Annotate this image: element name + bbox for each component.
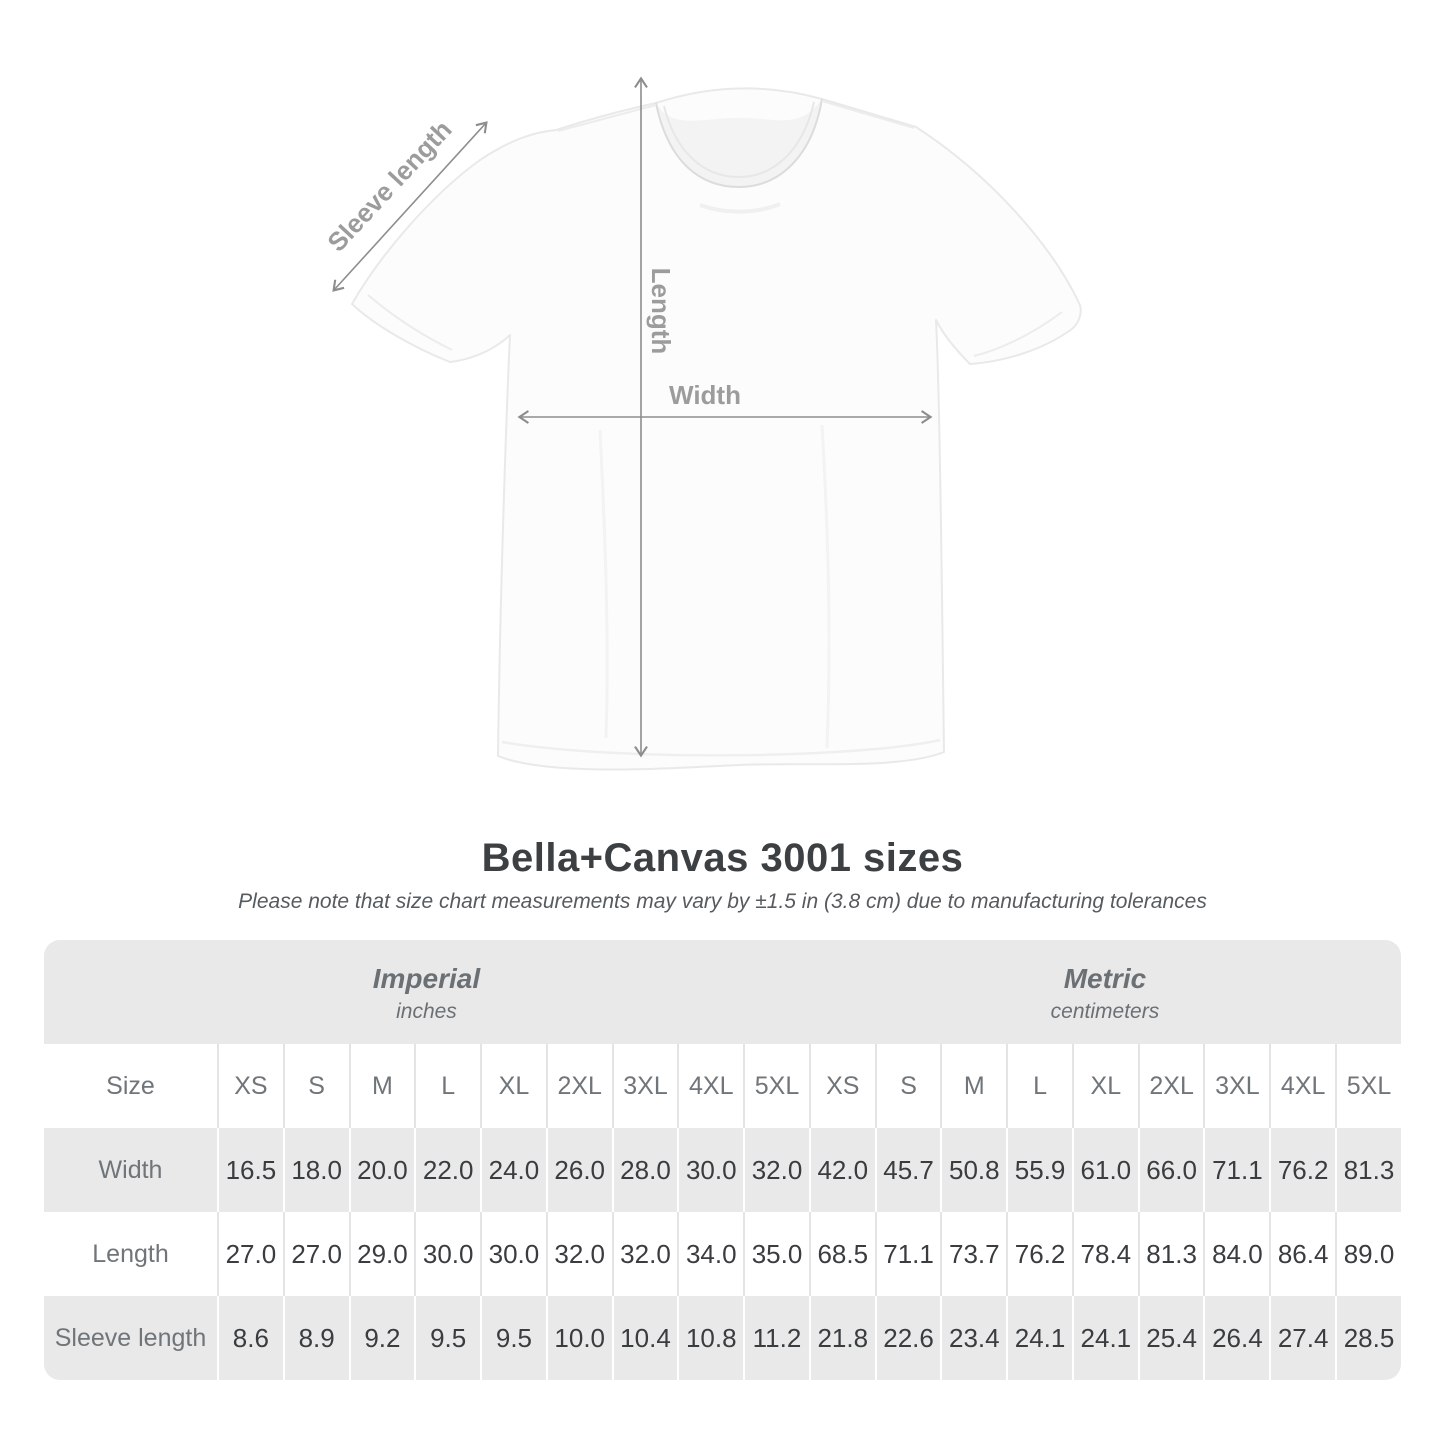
size-column-header-metric-xs: XS (808, 1044, 875, 1128)
value-cell-metric-3xl: 84.0 (1203, 1212, 1270, 1296)
size-column-header-metric-l: L (1006, 1044, 1072, 1128)
value-cell-metric-l: 55.9 (1006, 1128, 1072, 1212)
size-column-header-imperial-s: S (282, 1044, 349, 1128)
value-cell-imperial-s: 27.0 (282, 1212, 349, 1296)
value-cell-imperial-xl: 24.0 (480, 1128, 546, 1212)
size-column-header-imperial-l: L (414, 1044, 481, 1128)
value-cell-metric-3xl: 26.4 (1203, 1296, 1270, 1380)
value-cell-imperial-xl: 9.5 (480, 1296, 546, 1380)
unit-group-unit: inches (396, 999, 457, 1023)
value-cell-metric-s: 45.7 (874, 1128, 941, 1212)
size-column-header-imperial-3xl: 3XL (611, 1044, 678, 1128)
value-cell-metric-4xl: 86.4 (1269, 1212, 1336, 1296)
measurement-row-label: Width (44, 1128, 217, 1212)
value-cell-imperial-xs: 27.0 (217, 1212, 283, 1296)
value-cell-imperial-3xl: 10.4 (611, 1296, 678, 1380)
value-cell-metric-xs: 68.5 (808, 1212, 875, 1296)
value-cell-imperial-4xl: 10.8 (677, 1296, 744, 1380)
value-cell-metric-4xl: 76.2 (1269, 1128, 1336, 1212)
value-cell-imperial-l: 9.5 (414, 1296, 481, 1380)
value-cell-metric-m: 73.7 (940, 1212, 1007, 1296)
size-header-label: Size (44, 1044, 217, 1128)
unit-group-metric: Metric centimeters (808, 940, 1401, 1044)
value-cell-metric-5xl: 81.3 (1335, 1128, 1401, 1212)
size-column-header-metric-m: M (940, 1044, 1007, 1128)
value-cell-metric-2xl: 25.4 (1137, 1296, 1204, 1380)
value-cell-imperial-m: 29.0 (348, 1212, 415, 1296)
unit-group-name: Imperial (372, 962, 481, 994)
size-column-header-metric-3xl: 3XL (1203, 1044, 1270, 1128)
value-cell-metric-l: 76.2 (1006, 1212, 1072, 1296)
value-cell-imperial-s: 8.9 (282, 1296, 349, 1380)
value-cell-imperial-3xl: 32.0 (611, 1212, 678, 1296)
value-cell-imperial-3xl: 28.0 (611, 1128, 678, 1212)
size-header-row: Size XS S M L XL 2XL 3XL 4XL 5XL XS S M L XL 2XL 3XL 4XL 5… (44, 1044, 1401, 1128)
size-column-header-imperial-5xl: 5XL (743, 1044, 809, 1128)
value-cell-metric-l: 24.1 (1006, 1296, 1072, 1380)
value-cell-imperial-xs: 16.5 (217, 1128, 283, 1212)
tshirt-illustration: Sleeve length Length Width (321, 76, 1082, 771)
value-cell-imperial-xl: 30.0 (480, 1212, 546, 1296)
size-column-header-metric-xl: XL (1071, 1044, 1138, 1128)
value-cell-imperial-l: 22.0 (414, 1128, 481, 1212)
width-label: Width (669, 380, 741, 410)
value-cell-metric-3xl: 71.1 (1203, 1128, 1270, 1212)
value-cell-imperial-5xl: 35.0 (743, 1212, 809, 1296)
size-column-header-metric-s: S (874, 1044, 941, 1128)
value-cell-metric-xs: 42.0 (808, 1128, 875, 1212)
size-column-header-imperial-m: M (348, 1044, 415, 1128)
size-table: Imperial inches Metric centimeters Size XS S M L… (44, 940, 1401, 1380)
unit-group-name: Metric (1063, 962, 1147, 994)
value-cell-imperial-4xl: 34.0 (677, 1212, 744, 1296)
size-column-header-imperial-4xl: 4XL (677, 1044, 744, 1128)
size-column-header-imperial-xs: XS (217, 1044, 283, 1128)
value-cell-metric-4xl: 27.4 (1269, 1296, 1336, 1380)
value-cell-imperial-m: 20.0 (348, 1128, 415, 1212)
unit-group-imperial: Imperial inches (44, 940, 809, 1044)
value-cell-imperial-2xl: 32.0 (545, 1212, 612, 1296)
size-column-header-imperial-xl: XL (480, 1044, 546, 1128)
collar-opening (656, 99, 822, 187)
sleeve-length-arrow (332, 121, 488, 292)
value-cell-imperial-2xl: 10.0 (545, 1296, 612, 1380)
size-column-header-metric-2xl: 2XL (1137, 1044, 1204, 1128)
value-cell-metric-s: 22.6 (874, 1296, 941, 1380)
value-cell-metric-xs: 21.8 (808, 1296, 875, 1380)
measurement-row-length: Length 27.0 27.0 29.0 30.0 30.0 32.0 32.0 34.0 35… (44, 1212, 1401, 1296)
measurement-row-sleeve-length: Sleeve length 8.6 8.9 9.2 9.5 9.5 10.0 10.4 10.8… (44, 1296, 1401, 1380)
value-cell-imperial-s: 18.0 (282, 1128, 349, 1212)
value-cell-imperial-5xl: 11.2 (743, 1296, 809, 1380)
tshirt-measure-diagram: Sleeve length Length Width (321, 76, 1082, 771)
size-table-container: Imperial inches Metric centimeters Size XS S M L… (44, 940, 1401, 1380)
value-cell-imperial-4xl: 30.0 (677, 1128, 744, 1212)
value-cell-metric-xl: 24.1 (1071, 1296, 1138, 1380)
value-cell-metric-2xl: 66.0 (1137, 1128, 1204, 1212)
value-cell-metric-xl: 78.4 (1071, 1212, 1138, 1296)
measurement-row-label: Length (44, 1212, 217, 1296)
unit-group-header-row: Imperial inches Metric centimeters (44, 940, 1401, 1044)
value-cell-metric-5xl: 28.5 (1335, 1296, 1401, 1380)
value-cell-metric-5xl: 89.0 (1335, 1212, 1401, 1296)
value-cell-imperial-2xl: 26.0 (545, 1128, 612, 1212)
measurement-row-label: Sleeve length (44, 1296, 217, 1380)
length-label: Length (646, 268, 676, 355)
value-cell-imperial-xs: 8.6 (217, 1296, 283, 1380)
value-cell-metric-xl: 61.0 (1071, 1128, 1138, 1212)
page-subtitle: Please note that size chart measurements… (238, 890, 1207, 913)
value-cell-imperial-l: 30.0 (414, 1212, 481, 1296)
measurement-row-width: Width 16.5 18.0 20.0 22.0 24.0 26.0 28.0 30.0 32.… (44, 1128, 1401, 1212)
size-column-header-metric-5xl: 5XL (1335, 1044, 1401, 1128)
value-cell-metric-m: 23.4 (940, 1296, 1007, 1380)
page-title: Bella+Canvas 3001 sizes (481, 836, 964, 880)
value-cell-imperial-5xl: 32.0 (743, 1128, 809, 1212)
size-column-header-metric-4xl: 4XL (1269, 1044, 1336, 1128)
unit-group-unit: centimeters (1050, 999, 1160, 1023)
value-cell-metric-m: 50.8 (940, 1128, 1007, 1212)
size-column-header-imperial-2xl: 2XL (545, 1044, 612, 1128)
value-cell-metric-s: 71.1 (874, 1212, 941, 1296)
value-cell-metric-2xl: 81.3 (1137, 1212, 1204, 1296)
value-cell-imperial-m: 9.2 (348, 1296, 415, 1380)
tshirt-photo (351, 87, 1082, 771)
